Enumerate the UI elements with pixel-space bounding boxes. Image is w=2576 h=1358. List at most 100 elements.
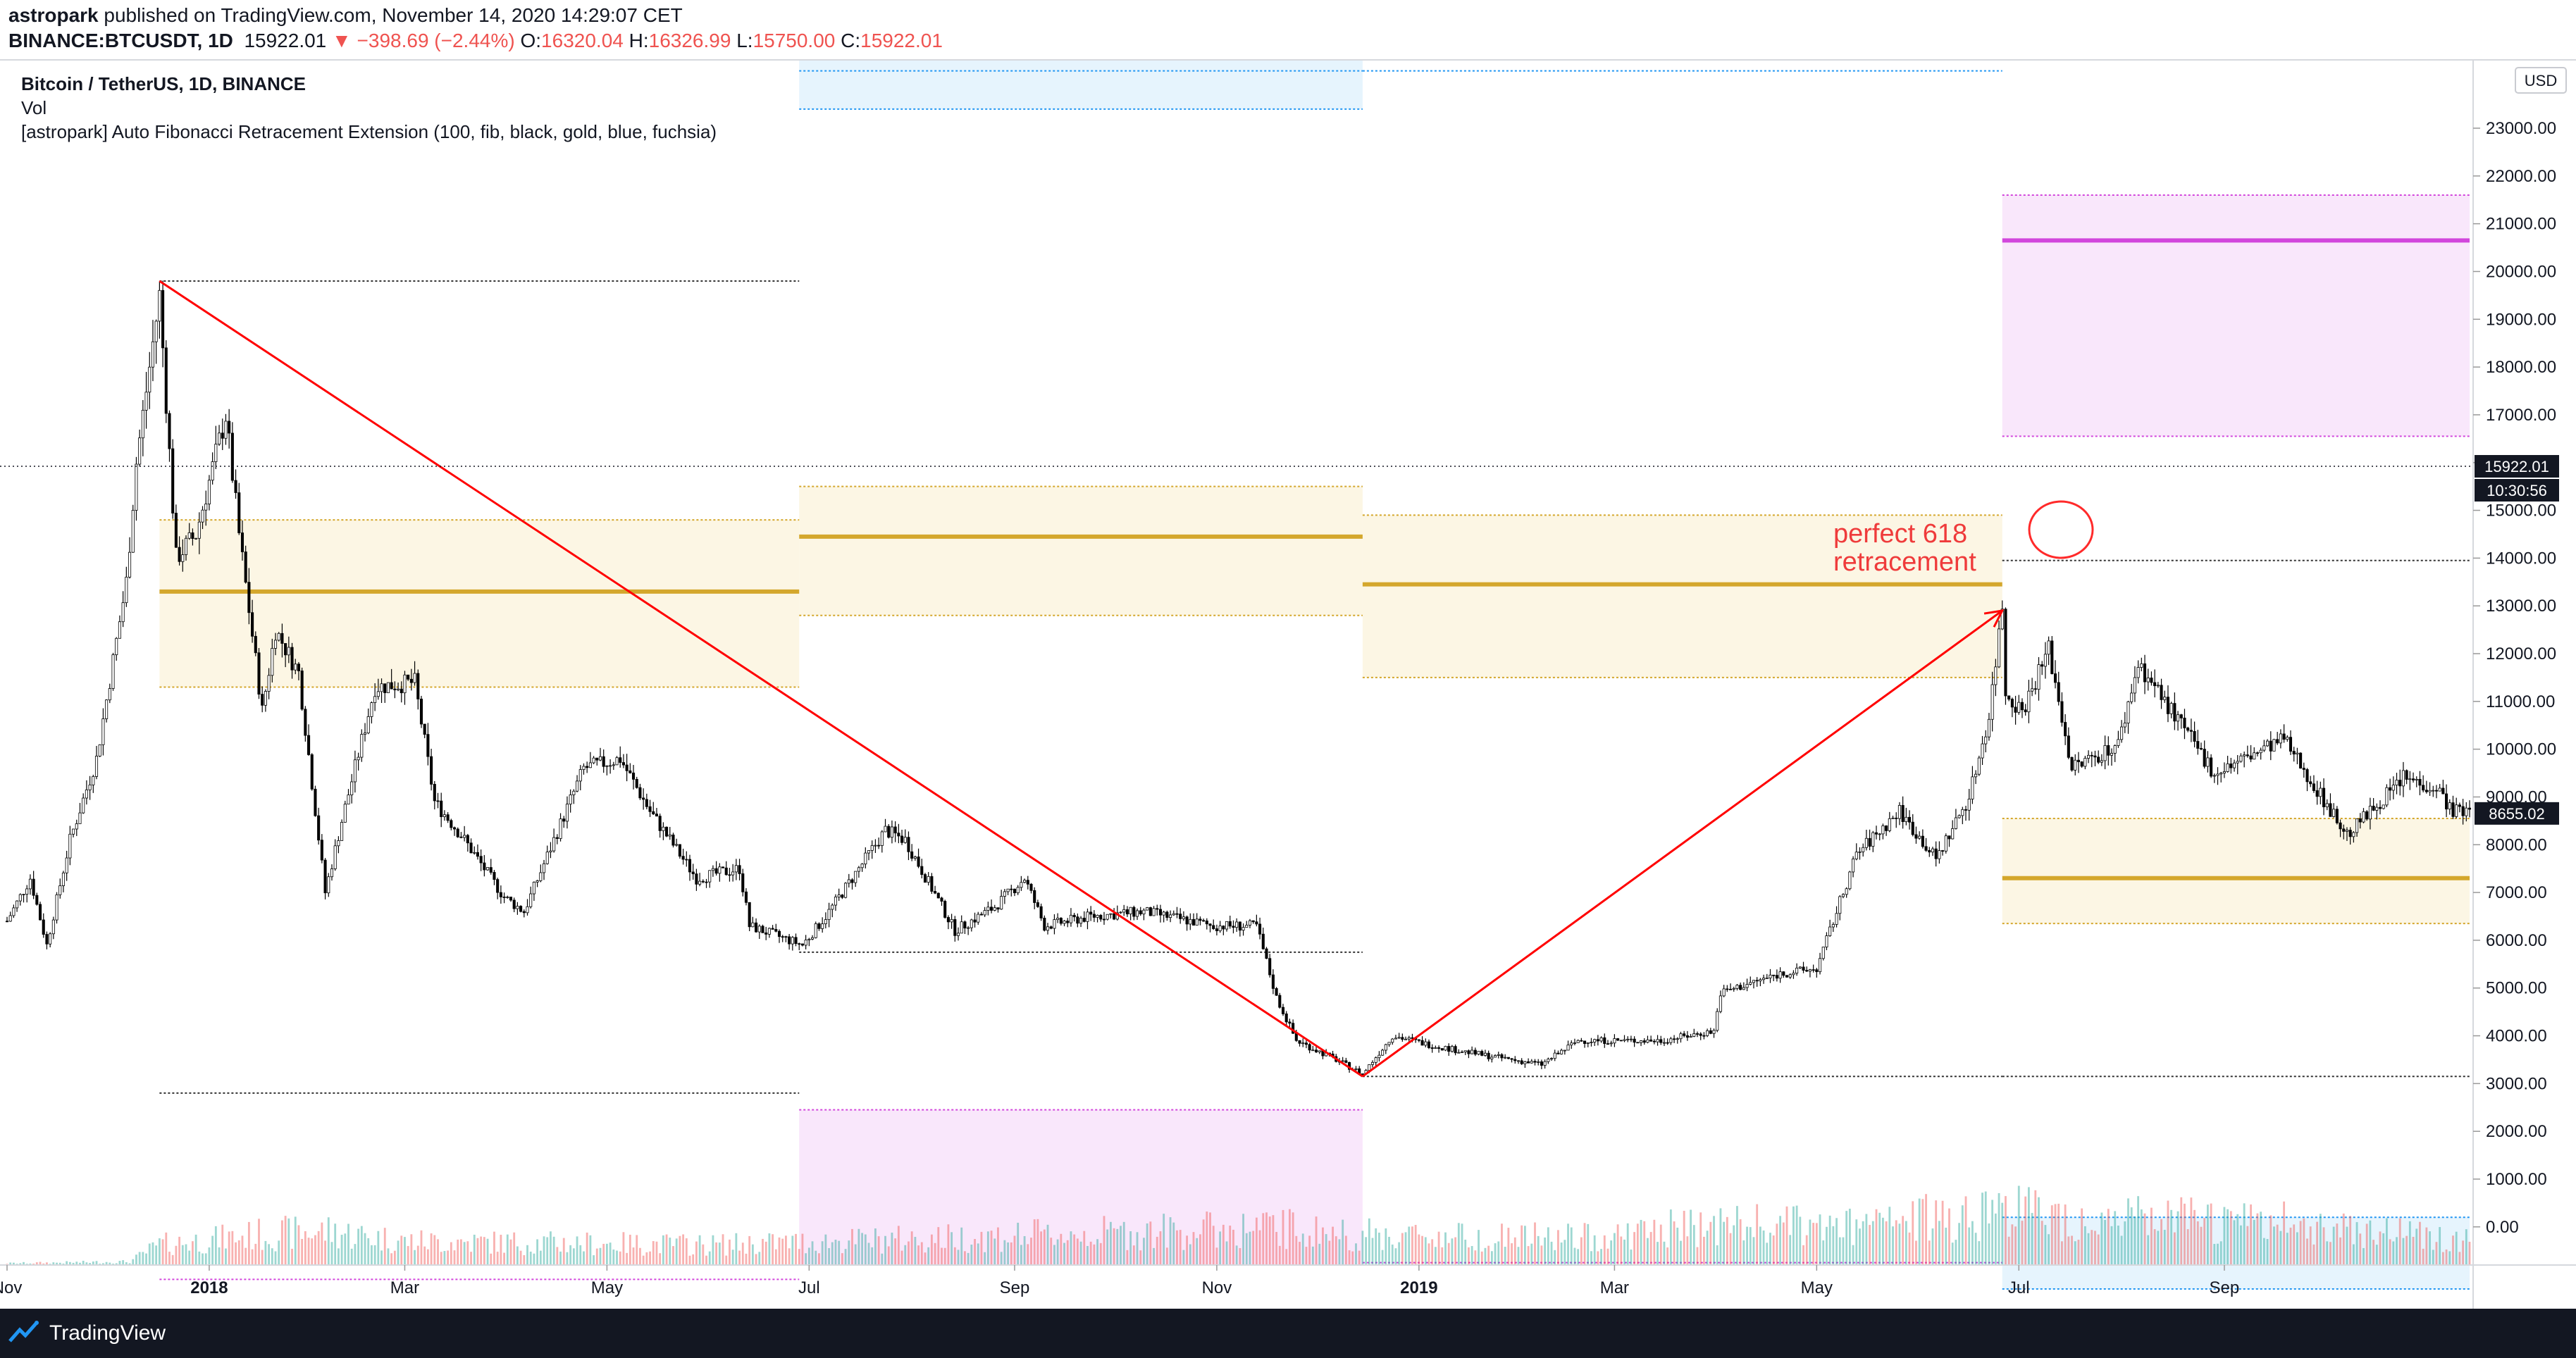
candle-body bbox=[2041, 664, 2044, 667]
volume-bar bbox=[1713, 1216, 1715, 1265]
volume-bar bbox=[1994, 1213, 1997, 1265]
candle-body bbox=[2286, 737, 2289, 740]
candle-body bbox=[648, 806, 652, 812]
candle-body bbox=[542, 863, 546, 873]
candle-body bbox=[1374, 1057, 1377, 1063]
candle-body bbox=[1125, 909, 1129, 914]
candle-body bbox=[2465, 807, 2468, 816]
candle-body bbox=[2428, 790, 2432, 792]
volume-bar bbox=[1723, 1221, 1726, 1265]
footer-brand[interactable]: TradingView bbox=[49, 1321, 166, 1345]
candle-body bbox=[1974, 773, 1978, 778]
currency-badge[interactable]: USD bbox=[2515, 67, 2567, 94]
volume-bar bbox=[1669, 1209, 1672, 1265]
volume-bar bbox=[881, 1253, 884, 1265]
volume-bar bbox=[1822, 1240, 1825, 1265]
trend-arrow-head bbox=[1983, 609, 2005, 628]
volume-bar bbox=[953, 1247, 956, 1265]
volume-bar bbox=[29, 1263, 32, 1265]
volume-bar bbox=[383, 1228, 386, 1265]
candle-body bbox=[953, 919, 957, 936]
volume-bar bbox=[1779, 1216, 1781, 1265]
volume-bar bbox=[1103, 1216, 1106, 1265]
candle-body bbox=[1977, 757, 1981, 775]
volume-bar bbox=[2143, 1213, 2146, 1265]
volume-bar bbox=[2435, 1242, 2438, 1265]
candle-body bbox=[373, 696, 377, 703]
candle-body bbox=[1016, 887, 1020, 894]
candle-body bbox=[1245, 925, 1249, 928]
volume-bar bbox=[1657, 1242, 1659, 1265]
volume-bar bbox=[2041, 1221, 2043, 1265]
price-tick-label: 2000.00 bbox=[2486, 1122, 2547, 1141]
candle-body bbox=[2024, 709, 2027, 713]
candle-body bbox=[1695, 1033, 1699, 1035]
volume-bar bbox=[1838, 1237, 1841, 1265]
candle-body bbox=[1702, 1035, 1706, 1037]
volume-bar bbox=[851, 1228, 853, 1265]
publish-date: published on TradingView.com, November 1… bbox=[98, 4, 683, 26]
volume-bar bbox=[785, 1235, 787, 1265]
candle-body bbox=[1172, 913, 1175, 916]
volume-bar bbox=[2322, 1227, 2325, 1265]
volume-bar bbox=[2094, 1231, 2096, 1265]
volume-bar bbox=[722, 1234, 724, 1265]
candle-body bbox=[2282, 733, 2286, 740]
candle-body bbox=[18, 894, 22, 902]
volume-bar bbox=[884, 1235, 886, 1265]
price-chart[interactable]: perfect 618 retracement 0.001000.002000.… bbox=[0, 61, 2576, 1309]
candle-body bbox=[2408, 778, 2412, 780]
volume-bar bbox=[1521, 1225, 1523, 1265]
candle-body bbox=[2004, 609, 2007, 697]
candle-body bbox=[294, 664, 297, 671]
candle-body bbox=[2193, 730, 2196, 742]
volume-bar bbox=[443, 1251, 446, 1265]
volume-bar bbox=[1199, 1234, 1201, 1265]
volume-bar bbox=[155, 1245, 158, 1265]
volume-bar bbox=[2087, 1233, 2090, 1265]
candle-body bbox=[486, 867, 490, 871]
candlesticks bbox=[5, 280, 2472, 1076]
candle-body bbox=[1712, 1030, 1716, 1034]
candle-body bbox=[442, 814, 446, 817]
volume-bar bbox=[1040, 1231, 1043, 1265]
volume-bar bbox=[2190, 1197, 2193, 1265]
volume-bar bbox=[32, 1263, 35, 1265]
legend-indicator[interactable]: [astropark] Auto Fibonacci Retracement E… bbox=[21, 121, 717, 142]
volume-bar bbox=[503, 1252, 505, 1265]
candle-body bbox=[1964, 809, 1968, 811]
candle-body bbox=[2007, 695, 2011, 700]
legend-vol[interactable]: Vol bbox=[21, 97, 47, 118]
candle-body bbox=[1165, 911, 1169, 918]
candle-body bbox=[1013, 888, 1017, 894]
candle-body bbox=[1142, 909, 1146, 915]
volume-bar bbox=[1527, 1246, 1530, 1265]
candle-body bbox=[1490, 1057, 1494, 1059]
time-axis[interactable]: Nov2018MarMayJulSepNov2019MarMayJulSep bbox=[0, 1265, 2239, 1297]
volume-bar bbox=[221, 1224, 224, 1265]
volume-bar bbox=[1560, 1242, 1563, 1265]
candle-body bbox=[1812, 969, 1815, 971]
trend-lines[interactable] bbox=[159, 280, 2005, 1078]
candle-body bbox=[1089, 911, 1093, 915]
candle-body bbox=[366, 716, 370, 734]
volume-bar bbox=[1116, 1228, 1119, 1265]
candle-body bbox=[2166, 697, 2169, 714]
candle-body bbox=[2219, 773, 2223, 775]
candle-body bbox=[1938, 850, 1941, 859]
candle-body bbox=[2206, 757, 2210, 767]
legend-title[interactable]: Bitcoin / TetherUS, 1D, BINANCE bbox=[21, 73, 306, 94]
candle-body bbox=[1583, 1040, 1587, 1044]
volume-bar bbox=[1610, 1240, 1613, 1265]
candle-body bbox=[1871, 832, 1875, 847]
candle-body bbox=[440, 800, 443, 817]
volume-bar bbox=[1202, 1219, 1205, 1265]
volume-bar bbox=[125, 1262, 128, 1265]
volume-bar bbox=[373, 1245, 376, 1265]
candle-body bbox=[2126, 701, 2130, 723]
price-axis[interactable]: 0.001000.002000.003000.004000.005000.006… bbox=[2473, 119, 2556, 1237]
volume-bar bbox=[857, 1228, 860, 1265]
candle-body bbox=[1798, 966, 1802, 968]
author-name[interactable]: astropark bbox=[8, 4, 99, 26]
candle-body bbox=[2093, 755, 2097, 758]
